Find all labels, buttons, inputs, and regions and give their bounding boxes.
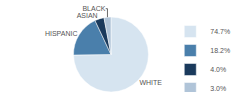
svg-text:HISPANIC: HISPANIC — [45, 30, 78, 37]
svg-text:18.2%: 18.2% — [210, 47, 230, 54]
svg-text:4.0%: 4.0% — [210, 66, 226, 73]
svg-text:3.0%: 3.0% — [210, 85, 226, 92]
svg-text:ASIAN: ASIAN — [77, 12, 98, 19]
svg-text:74.7%: 74.7% — [210, 28, 230, 35]
svg-text:BLACK: BLACK — [82, 5, 105, 12]
svg-text:WHITE: WHITE — [139, 79, 162, 86]
